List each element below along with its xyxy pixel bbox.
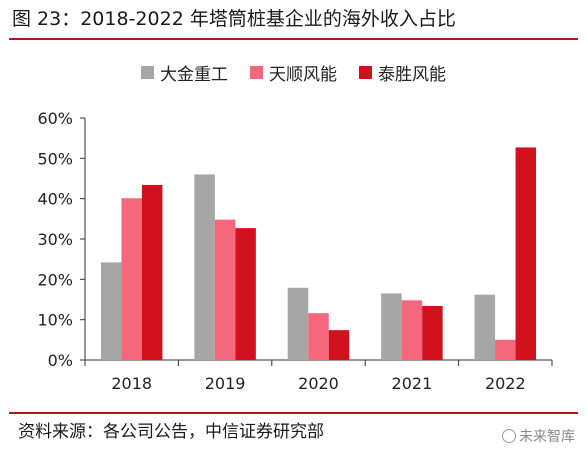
legend-item-series-0: 大金重工: [141, 60, 228, 85]
legend-item-series-1: 天顺风能: [250, 60, 337, 85]
legend-item-series-2: 泰胜风能: [359, 60, 446, 85]
legend-label-series-0: 大金重工: [160, 65, 228, 85]
bar-天顺风能-2022: [495, 339, 516, 360]
bar-大金重工-2018: [100, 262, 122, 360]
y-tick-label: 40%: [37, 190, 73, 209]
x-tick-label: 2020: [298, 374, 339, 393]
x-tick-label: 2018: [111, 374, 152, 393]
x-tick-label: 2021: [392, 374, 433, 393]
legend-label-series-1: 天顺风能: [269, 65, 337, 85]
y-tick-label: 60%: [37, 109, 73, 128]
figure-title: 图 23：2018-2022 年塔筒桩基企业的海外收入占比: [12, 8, 456, 30]
y-tick-label: 50%: [37, 149, 73, 168]
bar-chart: 0% 10% 20% 30% 40% 50% 60% 2018 2019 2020 2021 2022: [37, 109, 553, 393]
x-tick-label: 2019: [205, 374, 246, 393]
legend-label-series-2: 泰胜风能: [378, 65, 446, 85]
legend-swatch-series-1: [250, 66, 263, 79]
bar-泰胜风能-2021: [422, 305, 443, 360]
source-note: 资料来源：各公司公告，中信证券研究部: [18, 422, 324, 442]
bar-大金重工-2020: [287, 287, 309, 360]
y-tick-label: 0%: [48, 351, 73, 370]
bar-泰胜风能-2020: [328, 330, 350, 360]
y-tick-label: 10%: [37, 311, 73, 330]
bar-泰胜风能-2022: [515, 147, 537, 360]
bar-天顺风能-2020: [308, 313, 329, 360]
bar-大金重工-2021: [381, 293, 402, 360]
title-divider: [9, 38, 578, 40]
chart-legend: 大金重工 天顺风能 泰胜风能: [0, 60, 587, 85]
y-tick-label: 20%: [37, 270, 73, 289]
bar-泰胜风能-2018: [141, 184, 163, 360]
bar-天顺风能-2021: [401, 300, 423, 360]
bar-大金重工-2022: [474, 294, 496, 360]
bar-天顺风能-2018: [121, 198, 142, 360]
y-tick-label: 30%: [37, 230, 73, 249]
legend-swatch-series-2: [359, 66, 372, 79]
bar-大金重工-2019: [194, 174, 215, 360]
watermark-text: 未来智库: [519, 429, 575, 445]
bar-天顺风能-2019: [214, 219, 236, 360]
source-divider: [9, 412, 578, 414]
watermark-logo-icon: [502, 429, 516, 443]
x-tick-label: 2022: [485, 374, 526, 393]
legend-swatch-series-0: [141, 66, 154, 79]
watermark: 未来智库: [502, 426, 575, 446]
bar-泰胜风能-2019: [235, 228, 256, 360]
